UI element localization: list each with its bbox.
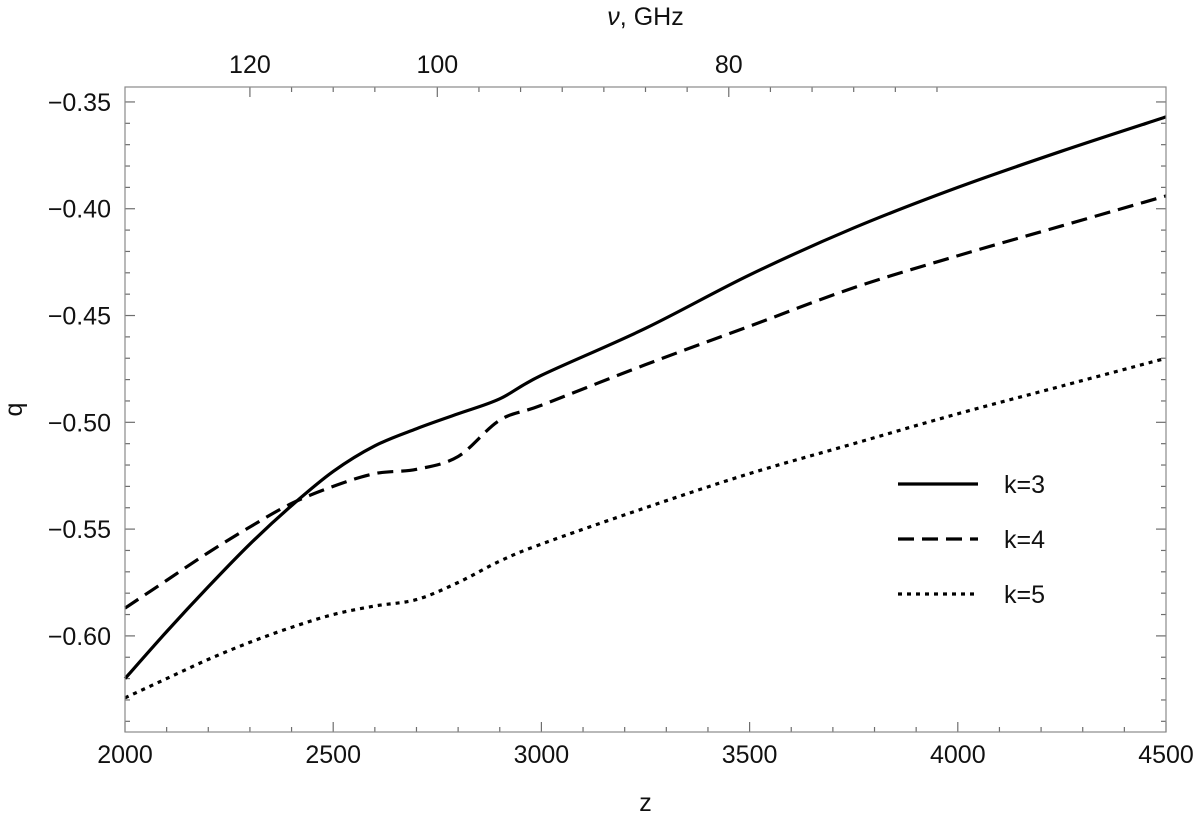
series-layer [123, 115, 1167, 700]
ticks-layer: 2000 2500 3000 3500 4000 4500 120 100 80 −0.35 −0.… [48, 51, 1194, 769]
series-line-k5 [124, 356, 1167, 700]
x-tick-label: 4000 [930, 741, 986, 769]
top-tick-label: 80 [715, 51, 743, 79]
series-line-k3 [123, 115, 1167, 680]
top-tick-label: 100 [416, 51, 458, 79]
top-axis-title: ν, GHz [607, 3, 683, 31]
series-line-k4 [124, 194, 1167, 610]
y-tick-label: −0.40 [48, 196, 111, 224]
plot-frame [124, 86, 1167, 733]
x-tick-label: 3000 [514, 741, 570, 769]
legend-label: k=5 [1004, 581, 1045, 609]
y-tick-label: −0.35 [48, 89, 111, 117]
labels-layer: z q ν, GHz [0, 3, 684, 817]
legend-label: k=3 [1004, 471, 1045, 499]
x-axis-title: z [639, 789, 652, 817]
x-tick-label: 2000 [97, 741, 153, 769]
y-tick-label: −0.60 [48, 623, 111, 651]
legend-label: k=4 [1004, 526, 1045, 554]
y-tick-label: −0.55 [48, 516, 111, 544]
x-tick-label: 3500 [722, 741, 778, 769]
x-tick-label: 4500 [1138, 741, 1194, 769]
x-tick-label: 2500 [305, 741, 361, 769]
top-axis-symbol: ν [607, 3, 620, 31]
y-tick-label: −0.45 [48, 303, 111, 331]
y-tick-label: −0.50 [48, 409, 111, 437]
top-axis-unit: , GHz [620, 3, 684, 31]
y-axis-title: q [0, 403, 28, 417]
top-tick-label: 120 [229, 51, 271, 79]
legend: k=3 k=4 k=5 [898, 471, 1045, 609]
